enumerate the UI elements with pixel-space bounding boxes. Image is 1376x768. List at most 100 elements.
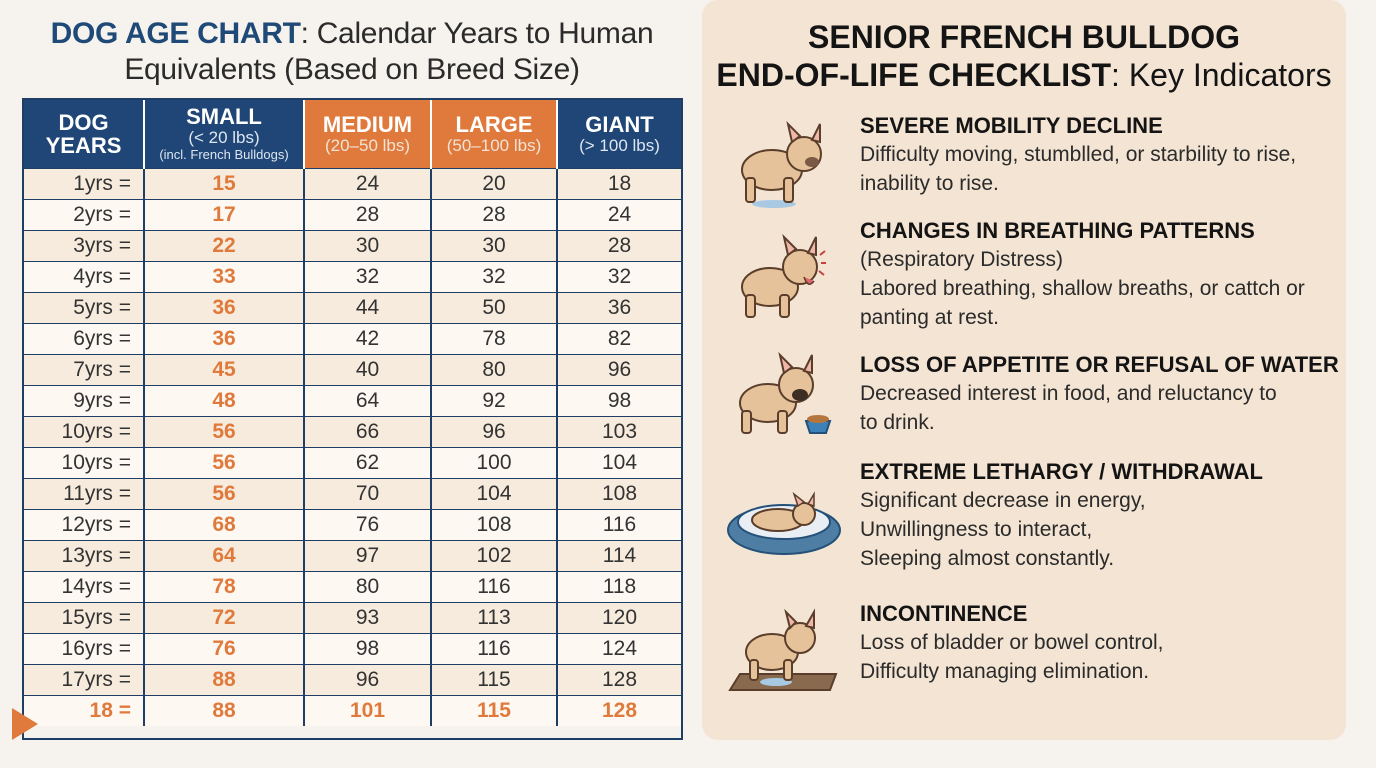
checklist-item-title: SEVERE MOBILITY DECLINE (860, 113, 1163, 138)
human-years-cell: 64 (144, 539, 305, 571)
human-years-cell: 104 (431, 477, 558, 509)
header-dog-years: DOG YEARS (24, 100, 145, 168)
dog-years-cell: 3yrs = (24, 229, 145, 261)
checklist-item-text: CHANGES IN BREATHING PATTERNS (Respirato… (860, 217, 1340, 332)
human-years-cell: 44 (304, 291, 432, 323)
table-row: 15yrs = 72 93 113 120 (24, 601, 681, 633)
human-years-cell: 64 (304, 384, 432, 416)
human-years-cell: 100 (431, 446, 558, 478)
table-row: 11yrs = 56 70 104 108 (24, 477, 681, 509)
human-years-cell: 18 (557, 167, 681, 199)
table-row: 2yrs = 17 28 28 24 (24, 198, 681, 230)
human-years-cell: 88 (144, 663, 305, 695)
checklist-item-text: EXTREME LETHARGY / WITHDRAWAL Significan… (860, 458, 1340, 573)
dog-food-bowl-icon (726, 351, 836, 448)
table-row: 6yrs = 36 42 78 82 (24, 322, 681, 354)
checklist-item-desc: Loss of bladder or bowel control, Diffic… (860, 631, 1164, 683)
dog-years-cell: 2yrs = (24, 198, 145, 230)
dog-mat-icon (726, 608, 842, 703)
checklist-item-desc: Decreased interest in food, and reluctan… (860, 382, 1277, 434)
human-years-cell: 17 (144, 198, 305, 230)
human-years-cell: 103 (557, 415, 681, 447)
table-row: 4yrs = 33 32 32 32 (24, 260, 681, 292)
human-years-cell: 36 (144, 322, 305, 354)
human-years-cell: 96 (431, 415, 558, 447)
dog-years-cell: 14yrs = (24, 570, 145, 602)
human-years-cell: 32 (557, 260, 681, 292)
human-years-cell: 120 (557, 601, 681, 633)
checklist-item-text: LOSS OF APPETITE OR REFUSAL OF WATER Dec… (860, 351, 1340, 437)
header-sublabel: (> 100 lbs) (579, 135, 660, 155)
dog-years-cell: 10yrs = (24, 446, 145, 478)
human-years-cell: 28 (431, 198, 558, 230)
table-row: 17yrs = 88 96 115 128 (24, 663, 681, 695)
header-note: (incl. French Bulldogs) (159, 147, 289, 163)
human-years-cell: 72 (144, 601, 305, 633)
checklist-item-desc: Difficulty moving, stumblled, or starbil… (860, 143, 1297, 195)
human-years-cell: 114 (557, 539, 681, 571)
table-row: 1yrs = 15 24 20 18 (24, 167, 681, 199)
header-small: SMALL (< 20 lbs) (incl. French Bulldogs) (144, 100, 305, 168)
human-years-cell: 32 (431, 260, 558, 292)
dog-years-cell: 5yrs = (24, 291, 145, 323)
human-years-cell: 56 (144, 446, 305, 478)
dog-years-cell: 1yrs = (24, 167, 145, 199)
human-years-cell: 101 (304, 694, 432, 726)
human-years-cell: 56 (144, 477, 305, 509)
human-years-cell: 28 (557, 229, 681, 261)
human-years-cell: 78 (144, 570, 305, 602)
human-years-cell: 98 (304, 632, 432, 664)
header-label: LARGE (455, 111, 533, 137)
table-row: 3yrs = 22 30 30 28 (24, 229, 681, 261)
human-years-cell: 68 (144, 508, 305, 540)
human-years-cell: 24 (304, 167, 432, 199)
human-years-cell: 30 (431, 229, 558, 261)
checklist-title-rest: : Key Indicators (1111, 57, 1332, 93)
checklist-title: SENIOR FRENCH BULLDOG END-OF-LIFE CHECKL… (702, 18, 1346, 94)
chart-title-rest: : Calendar Years to Human Equivalents (B… (124, 17, 654, 86)
human-years-cell: 88 (144, 694, 305, 726)
human-years-cell: 118 (557, 570, 681, 602)
checklist-panel: SENIOR FRENCH BULLDOG END-OF-LIFE CHECKL… (702, 0, 1346, 740)
human-years-cell: 108 (431, 508, 558, 540)
human-years-cell: 115 (431, 663, 558, 695)
human-years-cell: 116 (431, 570, 558, 602)
table-row: 9yrs = 48 64 92 98 (24, 384, 681, 416)
checklist-item-desc: Significant decrease in energy, Unwillin… (860, 489, 1146, 570)
human-years-cell: 113 (431, 601, 558, 633)
human-years-cell: 70 (304, 477, 432, 509)
checklist-title-line1: SENIOR FRENCH BULLDOG (808, 19, 1240, 55)
dog-years-cell: 11yrs = (24, 477, 145, 509)
human-years-cell: 62 (304, 446, 432, 478)
human-years-cell: 80 (431, 353, 558, 385)
row-marker-arrow-icon (12, 708, 38, 740)
human-years-cell: 80 (304, 570, 432, 602)
dog-years-cell: 12yrs = (24, 508, 145, 540)
checklist-item-desc: (Respiratory Distress) Labored breathing… (860, 248, 1305, 329)
dog-years-cell: 16yrs = (24, 632, 145, 664)
human-years-cell: 30 (304, 229, 432, 261)
chart-title: DOG AGE CHART: Calendar Years to Human E… (22, 16, 682, 88)
human-years-cell: 45 (144, 353, 305, 385)
human-years-cell: 50 (431, 291, 558, 323)
header-sublabel: (50–100 lbs) (446, 135, 542, 155)
table-row: 10yrs = 56 62 100 104 (24, 446, 681, 478)
human-years-cell: 78 (431, 322, 558, 354)
human-years-cell: 124 (557, 632, 681, 664)
human-years-cell: 96 (304, 663, 432, 695)
dog-age-table: DOG YEARS SMALL (< 20 lbs) (incl. French Bu… (22, 98, 683, 740)
checklist-item-text: INCONTINENCE Loss of bladder or bowel co… (860, 600, 1340, 686)
human-years-cell: 102 (431, 539, 558, 571)
table-body: 1yrs = 15 24 20 18 2yrs = 17 28 28 24 3yrs = 22 30 30… (24, 167, 681, 726)
human-years-cell: 48 (144, 384, 305, 416)
human-years-cell: 97 (304, 539, 432, 571)
human-years-cell: 76 (304, 508, 432, 540)
dog-years-cell: 6yrs = (24, 322, 145, 354)
human-years-cell: 33 (144, 260, 305, 292)
human-years-cell: 32 (304, 260, 432, 292)
dog-panting-icon (726, 233, 826, 330)
human-years-cell: 40 (304, 353, 432, 385)
table-row: 7yrs = 45 40 80 96 (24, 353, 681, 385)
checklist-item-text: SEVERE MOBILITY DECLINE Difficulty movin… (860, 112, 1340, 198)
header-sublabel: (< 20 lbs) (188, 128, 260, 148)
